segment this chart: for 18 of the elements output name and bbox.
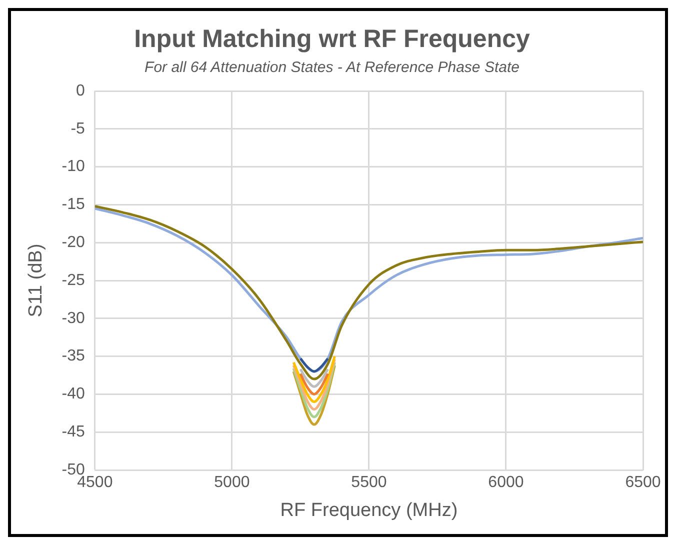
y-tick-label: -35 <box>62 348 86 365</box>
y-tick-label: -40 <box>62 386 86 403</box>
x-tick-label: 6000 <box>488 474 524 492</box>
y-tick-label: -25 <box>62 272 86 289</box>
x-tick-label: 4500 <box>77 474 113 492</box>
y-tick-label: -20 <box>62 234 86 252</box>
y-tick-label: -30 <box>62 310 86 327</box>
line-series <box>292 355 336 404</box>
y-tick-label: -45 <box>62 424 86 441</box>
y-tick-label: -15 <box>62 196 86 214</box>
y-axis-title: S11 (dB) <box>26 244 47 318</box>
x-tick-label: 5500 <box>351 474 387 492</box>
x-tick-label: 5000 <box>214 474 250 492</box>
x-tick-label: 6500 <box>625 474 661 492</box>
y-tick-label: 0 <box>76 82 86 100</box>
y-tick-label: -5 <box>70 120 86 138</box>
chart-title: Input Matching wrt RF Frequency <box>134 24 530 53</box>
y-tick-label: -10 <box>62 158 86 176</box>
